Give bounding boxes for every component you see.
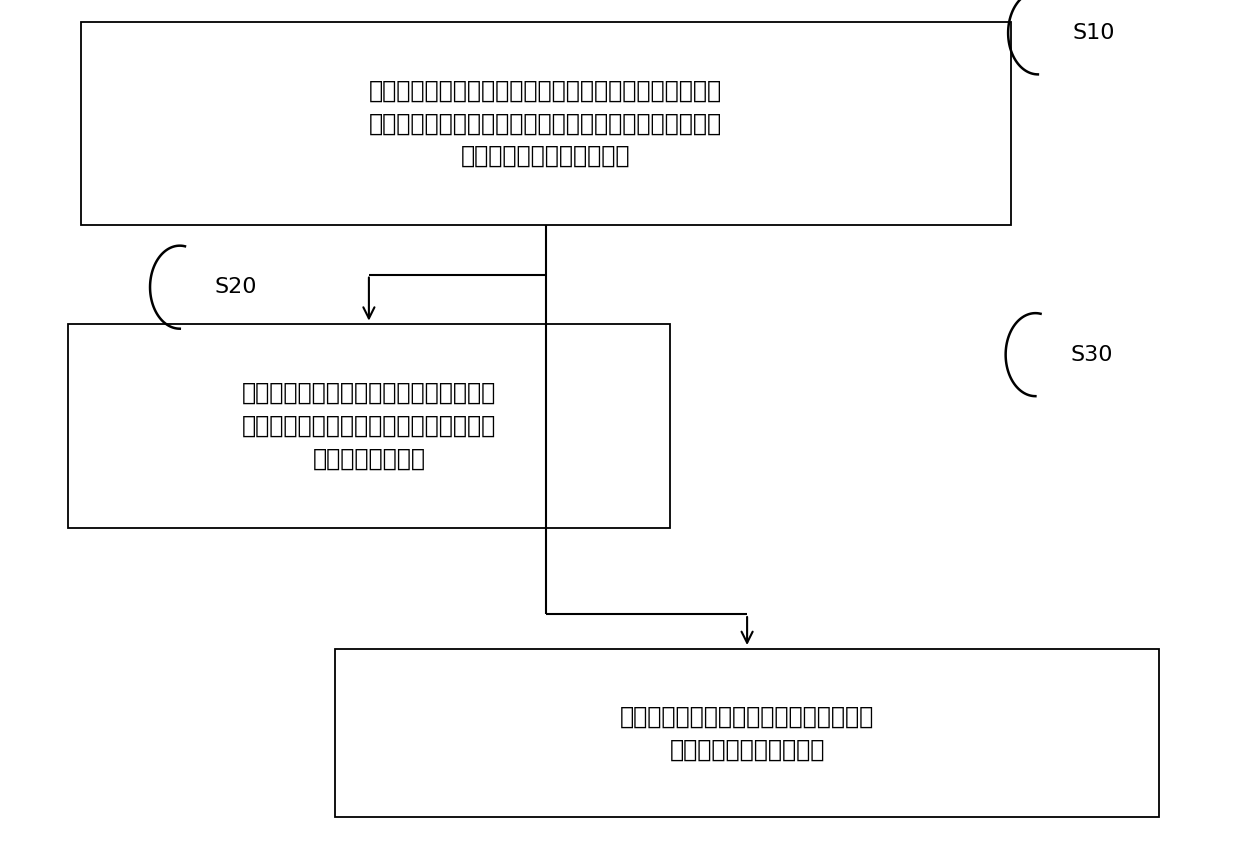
Text: 出信号进行降频处理，并将降频处理后的: 出信号进行降频处理，并将降频处理后的 bbox=[242, 414, 496, 438]
Text: 在当前状态为失锁状态时，对锁相环的输: 在当前状态为失锁状态时，对锁相环的输 bbox=[242, 381, 496, 405]
Text: S20: S20 bbox=[215, 277, 257, 298]
Text: 在当前状态为锁定状态时，直接将锁相环: 在当前状态为锁定状态时，直接将锁相环 bbox=[620, 705, 874, 728]
Text: 获取锁相环的输入信号和反馈信号，并根据所述输入信号: 获取锁相环的输入信号和反馈信号，并根据所述输入信号 bbox=[370, 79, 722, 102]
Bar bbox=[81, 22, 1011, 225]
Bar bbox=[68, 324, 670, 528]
Bar bbox=[335, 649, 1159, 817]
Text: 的输出信号作为时钟信号: 的输出信号作为时钟信号 bbox=[670, 738, 825, 761]
Text: 信号作为时钟信号: 信号作为时钟信号 bbox=[312, 447, 425, 471]
Text: 态包括锁定状态和失锁状态: 态包括锁定状态和失锁状态 bbox=[461, 144, 630, 168]
Text: 和所述反馈信号确定锁相环的当前状态，所述锁相环的状: 和所述反馈信号确定锁相环的当前状态，所述锁相环的状 bbox=[370, 112, 722, 135]
Text: S10: S10 bbox=[1073, 22, 1115, 43]
Text: S30: S30 bbox=[1070, 344, 1112, 365]
